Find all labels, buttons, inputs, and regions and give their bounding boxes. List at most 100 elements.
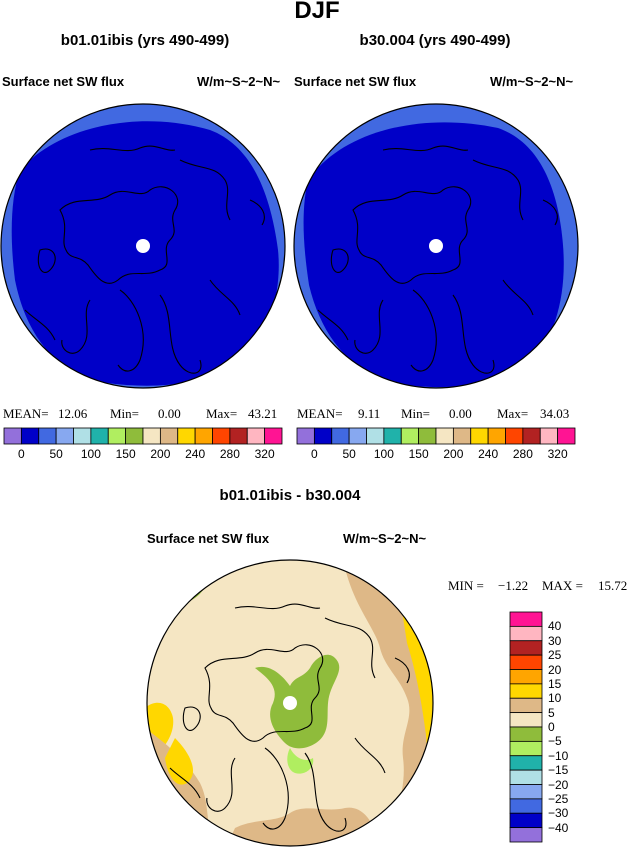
colorbar-swatch	[509, 812, 543, 829]
colorbar-swatch	[331, 427, 350, 445]
colorbar-swatch	[539, 427, 559, 445]
colorbar-swatch	[509, 784, 543, 800]
colorbar-swatch	[435, 427, 454, 445]
colorbar-swatch	[177, 427, 196, 445]
colorbar-tick-label: 30	[548, 633, 562, 648]
colorbar-swatch	[470, 427, 489, 445]
colorbar-swatch	[509, 827, 543, 843]
difference-colorbar	[509, 611, 543, 843]
colorbar-swatch	[296, 427, 315, 445]
right-min-value: 0.00	[449, 406, 472, 421]
colorbar-swatch	[400, 427, 420, 445]
colorbar-swatch	[505, 427, 524, 445]
colorbar-tick-label: 320	[254, 447, 275, 461]
left-units-label: W/m~S~2~N~	[197, 74, 281, 89]
colorbar-tick-label: 5	[548, 705, 555, 720]
colorbar-tick-label: 0	[548, 720, 555, 734]
difference-min-value: −1.22	[498, 578, 529, 593]
right-panel-title: b30.004 (yrs 490-499)	[359, 32, 511, 49]
colorbar-swatch	[125, 427, 144, 445]
colorbar-tick-label: 0	[18, 447, 25, 461]
difference-polar-map	[146, 559, 434, 847]
colorbar-swatch	[509, 755, 543, 771]
colorbar-swatch	[509, 798, 543, 814]
left-variable-label: Surface net SW flux	[2, 74, 125, 89]
colorbar-swatch	[509, 769, 543, 785]
difference-variable-label: Surface net SW flux	[147, 531, 270, 546]
difference-panel-title: b01.01ibis - b30.004	[219, 487, 361, 504]
difference-max-label: MAX =	[542, 578, 583, 593]
right-units-label: W/m~S~2~N~	[490, 74, 574, 89]
colorbar-tick-label: −10	[548, 748, 569, 763]
colorbar-swatch	[452, 427, 472, 445]
colorbar-tick-label: −25	[548, 791, 569, 806]
colorbar-swatch	[522, 427, 541, 445]
colorbar-swatch	[159, 427, 179, 445]
right-polar-map	[293, 103, 579, 389]
colorbar-swatch	[313, 427, 333, 445]
colorbar-swatch	[212, 427, 231, 445]
colorbar-tick-label: −15	[548, 763, 569, 778]
colorbar-swatch	[194, 427, 213, 445]
colorbar-swatch	[383, 427, 402, 445]
colorbar-swatch	[90, 427, 109, 445]
colorbar-swatch	[20, 427, 40, 445]
difference-max-value: 15.72	[598, 578, 628, 593]
right-max-label: Max=	[497, 406, 529, 421]
colorbar-tick-label: −20	[548, 777, 569, 792]
colorbar-tick-label: −5	[548, 734, 562, 749]
colorbar-swatch	[142, 427, 161, 445]
colorbar-swatch	[509, 697, 543, 714]
colorbar-tick-label: 200	[443, 447, 464, 461]
colorbar-tick-label: 280	[512, 447, 533, 461]
left-max-label: Max=	[206, 406, 238, 421]
right-max-value: 34.03	[540, 406, 570, 421]
right-mean-value: 9.11	[358, 406, 381, 421]
colorbar-tick-label: 20	[548, 662, 562, 677]
left-panel-title: b01.01ibis (yrs 490-499)	[60, 32, 230, 49]
left-max-value: 43.21	[248, 406, 278, 421]
left-colorbar-labels: 0 50 100 150 200 240 280 320	[4, 447, 282, 463]
colorbar-swatch	[246, 427, 266, 445]
colorbar-swatch	[418, 427, 437, 445]
colorbar-tick-label: 200	[150, 447, 171, 461]
colorbar-swatch	[509, 625, 543, 642]
right-variable-label: Surface net SW flux	[294, 74, 417, 89]
page-title: DJF	[294, 0, 340, 24]
colorbar-tick-label: 10	[548, 691, 562, 706]
left-mean-label: MEAN=	[3, 406, 49, 421]
colorbar-swatch	[38, 427, 57, 445]
colorbar-swatch	[3, 427, 22, 445]
colorbar-tick-label: 100	[373, 447, 394, 461]
colorbar-tick-label: −40	[548, 820, 569, 835]
colorbar-swatch	[509, 740, 543, 757]
colorbar-tick-label: 50	[49, 447, 63, 461]
colorbar-swatch	[509, 669, 543, 685]
colorbar-tick-label: 0	[311, 447, 318, 461]
colorbar-tick-label: −30	[548, 806, 569, 821]
colorbar-tick-label: 40	[548, 619, 562, 634]
difference-units-label: W/m~S~2~N~	[343, 531, 427, 546]
colorbar-tick-label: 240	[478, 447, 499, 461]
right-colorbar-labels: 0 50 100 150 200 240 280 320	[297, 447, 575, 463]
colorbar-tick-label: 50	[342, 447, 356, 461]
colorbar-swatch	[509, 726, 543, 742]
colorbar-tick-label: 150	[115, 447, 136, 461]
left-mean-value: 12.06	[58, 406, 88, 421]
difference-min-label: MIN =	[448, 578, 484, 593]
colorbar-swatch	[73, 427, 92, 445]
colorbar-swatch	[509, 611, 543, 627]
colorbar-tick-label: 100	[80, 447, 101, 461]
left-colorbar	[3, 427, 283, 445]
colorbar-tick-label: 280	[219, 447, 240, 461]
colorbar-tick-label: 240	[185, 447, 206, 461]
colorbar-swatch	[264, 427, 283, 445]
colorbar-swatch	[107, 427, 127, 445]
left-min-value: 0.00	[158, 406, 181, 421]
colorbar-tick-label: 25	[548, 648, 562, 663]
colorbar-swatch	[509, 654, 543, 670]
difference-colorbar-labels: 40 30 25 20 15 10 5 0 −5 −10 −15 −20 −25 −30 −40	[548, 612, 608, 842]
colorbar-swatch	[487, 427, 506, 445]
right-colorbar	[296, 427, 576, 445]
left-min-label: Min=	[110, 406, 140, 421]
